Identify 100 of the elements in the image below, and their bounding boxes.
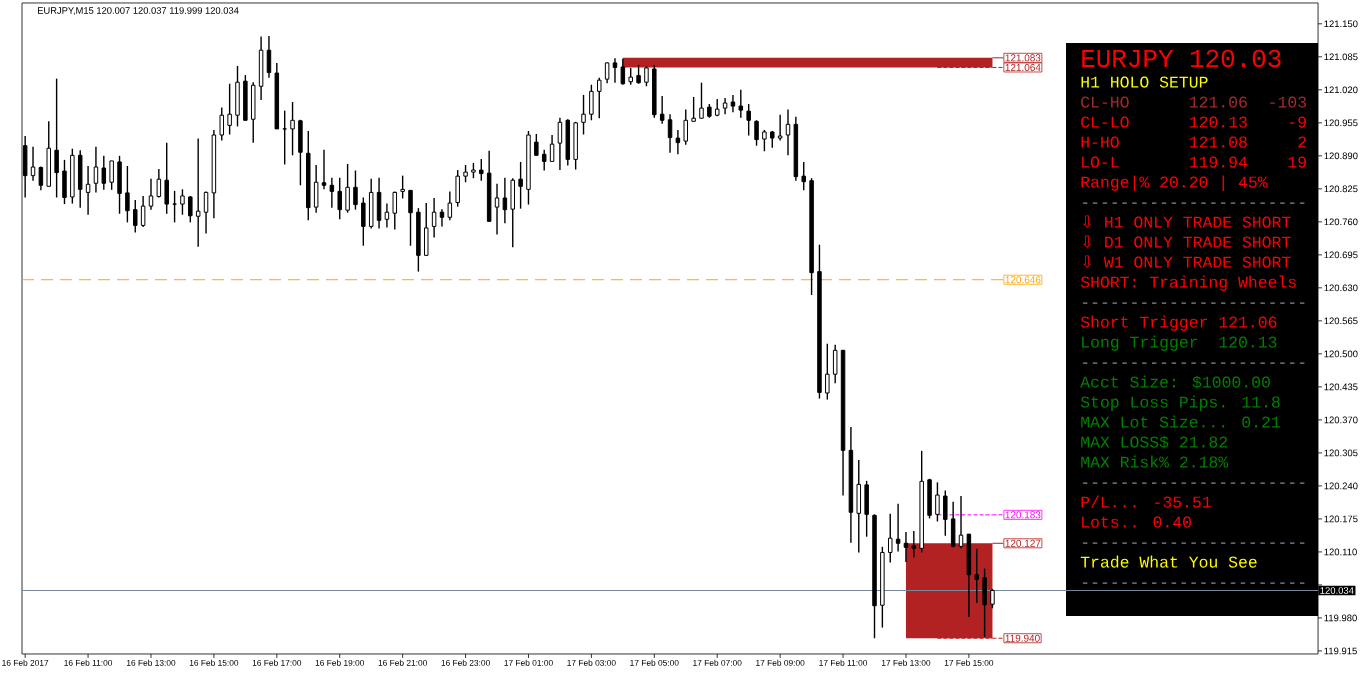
candlestick: [935, 481, 940, 523]
y-tick-label: 120.955: [1324, 119, 1358, 127]
x-tick-label: 16 Feb 23:00: [441, 659, 490, 666]
candlestick: [384, 202, 390, 229]
candlestick: [903, 531, 909, 563]
candlestick: [534, 133, 539, 157]
candlestick: [195, 137, 201, 248]
x-tick-label: 16 Feb 19:00: [315, 659, 365, 666]
candlestick: [219, 106, 225, 142]
candlestick: [746, 103, 751, 137]
candlestick: [667, 113, 673, 154]
candlestick: [93, 145, 99, 194]
candlestick: [683, 108, 689, 146]
candlestick: [777, 114, 783, 142]
x-tick-label: 17 Feb 15:00: [944, 659, 994, 666]
candlestick: [203, 190, 209, 235]
candlestick: [439, 208, 445, 228]
annotation: MAX Lot Size... 0.21: [1081, 415, 1280, 428]
y-tick-label: 120.175: [1324, 515, 1358, 523]
candlestick: [659, 95, 665, 125]
candlestick: [164, 141, 169, 215]
annotation: ⇩ H1 ONLY TRADE SHORT: [1083, 215, 1291, 228]
annotation: Short Trigger 121.06: [1080, 315, 1277, 331]
annotation: ⇩ D1 ONLY TRADE SHORT: [1083, 235, 1291, 248]
candlestick: [133, 199, 138, 234]
candlestick: [620, 58, 626, 86]
y-tick-label: 119.915: [1324, 647, 1357, 655]
candlestick: [101, 155, 107, 191]
candlestick: [479, 158, 484, 182]
x-tick-label: 17 Feb 05:00: [630, 659, 679, 666]
annotation: ⇩ W1 ONLY TRADE SHORT: [1083, 255, 1291, 268]
annotation: -----------------------: [1082, 302, 1305, 304]
candlestick: [730, 94, 736, 113]
candlestick: [148, 177, 154, 211]
candlestick: [691, 96, 696, 122]
annotation: Long Trigger 120.13: [1082, 335, 1277, 351]
annotation: MAX Risk% 2.18%: [1081, 455, 1229, 468]
y-tick-label: 119.980: [1324, 614, 1357, 622]
y-tick-label: 120.435: [1324, 383, 1358, 391]
y-tick-label: 120.630: [1324, 284, 1358, 292]
legend-label: 120.183: [1005, 511, 1041, 519]
text: H-HO 121.08 2: [1081, 136, 1306, 148]
ref-line-label: 120.646: [1005, 276, 1041, 284]
candlestick: [762, 129, 767, 152]
y-tick-label: 120.890: [1324, 152, 1358, 160]
candlestick: [502, 176, 508, 225]
x-tick-label: 16 Feb 21:00: [378, 659, 427, 666]
candlestick: [990, 588, 995, 609]
annotation: Trade What You See: [1080, 555, 1257, 568]
candlestick: [30, 145, 36, 182]
candlestick: [754, 119, 759, 147]
y-tick-label: 120.565: [1324, 317, 1358, 325]
y-tick-label: 121.150: [1324, 20, 1358, 28]
y-tick-label: 120.240: [1324, 482, 1358, 490]
annotation: H1 HOLO SETUP: [1081, 76, 1208, 88]
candlestick: [494, 183, 500, 236]
annotation: -----------------------: [1082, 542, 1305, 544]
candlestick: [109, 160, 114, 191]
x-tick-label: 16 Feb 17:00: [252, 659, 302, 666]
x-tick-label: 17 Feb 03:00: [567, 659, 616, 666]
y-tick-label: 121.020: [1324, 86, 1358, 94]
legend-label: 121.083: [1005, 54, 1041, 62]
candlestick: [353, 169, 358, 211]
candlestick: [604, 61, 610, 84]
x-tick-label: 17 Feb 09:00: [756, 659, 805, 666]
y-tick-label: 120.500: [1324, 350, 1358, 358]
legend-label: 120.127: [1005, 539, 1041, 547]
candlestick: [38, 165, 44, 192]
annotation: -----------------------: [1082, 582, 1305, 584]
candlestick: [581, 94, 586, 136]
x-tick-label: 16 Feb 11:00: [64, 659, 113, 666]
candlestick: [675, 129, 681, 156]
candlestick: [345, 163, 350, 214]
y-tick-label: 120.760: [1324, 218, 1358, 226]
x-tick-label: 17 Feb 13:00: [881, 659, 931, 666]
candlestick: [597, 76, 602, 119]
y-tick-label: 120.305: [1324, 449, 1358, 457]
candlestick: [785, 108, 791, 157]
candlestick: [943, 489, 948, 537]
candlestick: [156, 168, 162, 199]
candlestick: [825, 343, 830, 401]
x-tick-label: 17 Feb 11:00: [819, 659, 868, 666]
candlestick: [887, 513, 893, 564]
candlestick: [329, 176, 335, 209]
x-tick-label: 17 Feb 01:00: [504, 659, 553, 666]
ref-line-label: 120.034: [1320, 587, 1354, 594]
candlestick: [392, 190, 398, 231]
annotation: -----------------------: [1082, 202, 1305, 204]
x-tick-label: 17 Feb 07:00: [693, 659, 742, 666]
candlestick: [227, 83, 232, 136]
candlestick: [832, 344, 838, 385]
legend-label: 119.940: [1005, 634, 1040, 642]
candlestick: [188, 195, 193, 224]
candlestick: [738, 89, 744, 119]
x-tick-label: 16 Feb 13:00: [126, 659, 176, 666]
annotation: MAX LOSS$ 21.82: [1081, 435, 1227, 449]
x-tick-label: 16 Feb 2017: [2, 659, 49, 666]
candlestick: [612, 57, 618, 84]
annotation: Range|% 20.20 | 45%: [1081, 175, 1268, 191]
candlestick: [180, 188, 185, 216]
